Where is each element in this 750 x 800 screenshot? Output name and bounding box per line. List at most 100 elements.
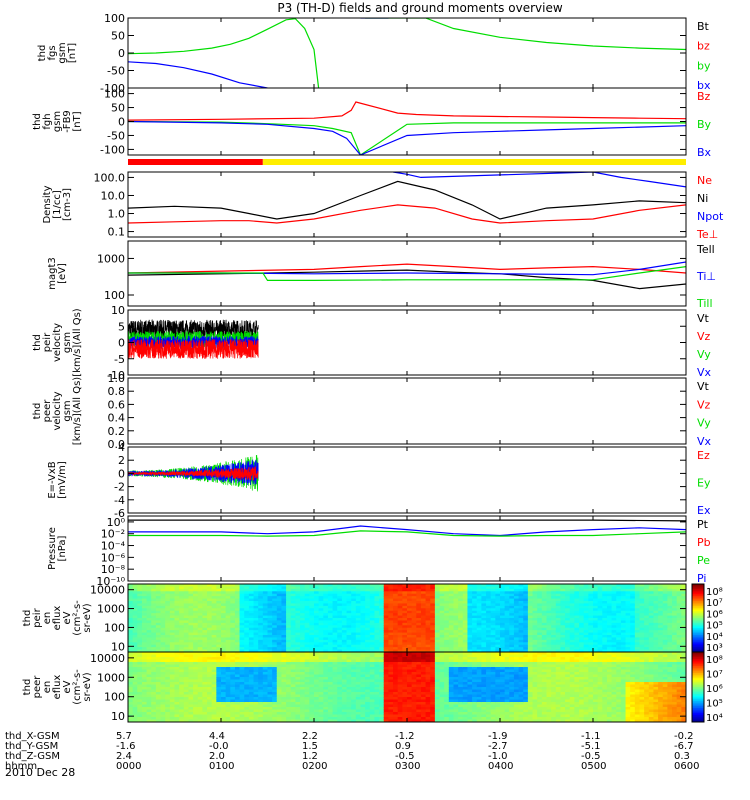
heatmap-cell — [648, 610, 655, 614]
heatmap-cell — [132, 657, 138, 661]
heatmap-cell — [500, 622, 506, 626]
heatmap-cell — [221, 682, 227, 686]
heatmap-cell — [221, 625, 227, 629]
heatmap-cell — [430, 584, 436, 588]
heatmap-cell — [244, 593, 250, 597]
heatmap-cell — [411, 647, 417, 651]
heatmap-cell — [281, 659, 287, 663]
heatmap-cell — [146, 719, 152, 722]
heatmap-cell — [253, 662, 259, 666]
heatmap-cell — [634, 584, 641, 588]
heatmap-cell — [341, 586, 348, 590]
colorbar-segment — [692, 607, 704, 610]
heatmap-cell — [620, 615, 627, 619]
heatmap-cell — [602, 649, 608, 652]
heatmap-cell — [355, 588, 362, 592]
heatmap-cell — [207, 601, 213, 605]
heatmap-cell — [202, 627, 208, 631]
heatmap-cell — [597, 642, 603, 646]
heatmap-cell — [276, 657, 283, 661]
heatmap-cell — [290, 684, 296, 688]
heatmap-cell — [383, 620, 389, 624]
heatmap-cell — [141, 605, 148, 609]
heatmap-cell — [351, 591, 357, 595]
heatmap-cell — [355, 593, 362, 597]
heatmap-cell — [416, 635, 422, 639]
heatmap-cell — [606, 647, 613, 651]
heatmap-cell — [411, 649, 417, 652]
heatmap-cell — [481, 620, 487, 624]
heatmap-cell — [151, 689, 157, 693]
heatmap-cell — [644, 639, 650, 643]
series-line-Tell — [128, 269, 686, 290]
heatmap-cell — [211, 659, 217, 663]
heatmap-cell — [230, 610, 236, 614]
heatmap-cell — [202, 692, 208, 696]
heatmap-cell — [476, 586, 482, 590]
heatmap-cell — [402, 647, 408, 651]
heatmap-cell — [207, 672, 213, 676]
heatmap-cell — [583, 613, 589, 617]
heatmap-cell — [141, 677, 148, 681]
heatmap-cell — [323, 674, 329, 678]
heatmap-cell — [295, 662, 301, 666]
heatmap-cell — [453, 610, 459, 614]
heatmap-cell — [383, 591, 389, 595]
heatmap-cell — [369, 627, 376, 631]
heatmap-cell — [165, 654, 171, 658]
heatmap-cell — [369, 591, 376, 595]
heatmap-cell — [258, 652, 264, 656]
heatmap-cell — [151, 694, 157, 698]
heatmap-cell — [234, 692, 241, 696]
heatmap-cell — [453, 627, 459, 631]
heatmap-cell — [416, 639, 422, 643]
heatmap-cell — [620, 647, 627, 651]
heatmap-cell — [239, 672, 245, 676]
heatmap-cell — [169, 682, 176, 686]
heatmap-cell — [351, 613, 357, 617]
heatmap-cell — [397, 625, 403, 629]
heatmap-cell — [411, 610, 417, 614]
heatmap-cell — [207, 622, 213, 626]
heatmap-cell — [193, 649, 199, 652]
heatmap-cell — [332, 615, 338, 619]
heatmap-cell — [327, 596, 334, 600]
heatmap-cell — [597, 620, 603, 624]
heatmap-cell — [448, 618, 455, 622]
heatmap-cell — [179, 603, 185, 607]
series-line-Pt — [128, 519, 686, 522]
heatmap-cell — [593, 610, 599, 614]
heatmap-cell — [179, 610, 185, 614]
heatmap-cell — [314, 687, 320, 691]
heatmap-cell — [662, 596, 668, 600]
heatmap-cell — [193, 605, 199, 609]
heatmap-cell — [272, 717, 278, 721]
heatmap-cell — [188, 712, 194, 716]
heatmap-cell — [365, 647, 371, 651]
heatmap-cell — [453, 615, 459, 619]
heatmap-cell — [667, 586, 673, 590]
heatmap-cell — [481, 591, 487, 595]
heatmap-cell — [393, 593, 399, 597]
heatmap-cell — [434, 627, 441, 631]
heatmap-cell — [225, 697, 231, 701]
heatmap-cell — [179, 615, 185, 619]
heatmap-cell — [239, 584, 245, 588]
heatmap-cell — [420, 637, 427, 641]
heatmap-cell — [169, 603, 176, 607]
heatmap-cell — [453, 637, 459, 641]
heatmap-cell — [369, 601, 376, 605]
heatmap-cell — [155, 712, 162, 716]
heatmap-cell — [276, 714, 283, 718]
heatmap-cell — [383, 610, 389, 614]
heatmap-cell — [179, 719, 185, 722]
heatmap-cell — [606, 618, 613, 622]
heatmap-cell — [611, 591, 617, 595]
heatmap-cell — [407, 593, 413, 597]
heatmap-cell — [374, 588, 380, 592]
heatmap-cell — [267, 699, 273, 703]
heatmap-cell — [393, 635, 399, 639]
heatmap-cell — [383, 622, 389, 626]
colorbar-segment — [692, 618, 704, 621]
heatmap-cell — [309, 603, 315, 607]
